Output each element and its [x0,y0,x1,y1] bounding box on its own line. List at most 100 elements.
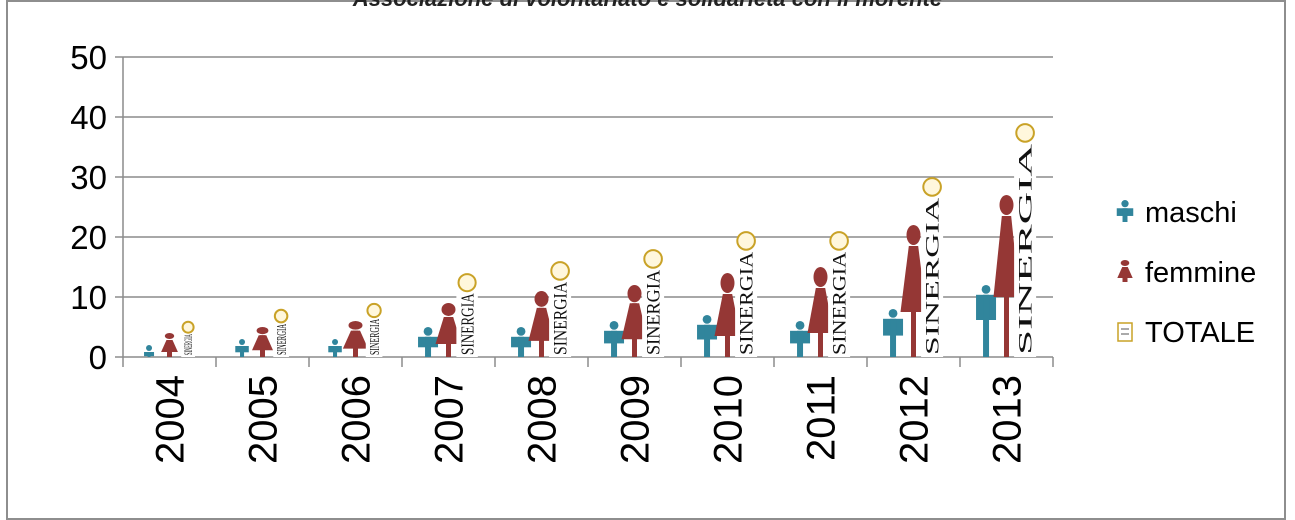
logo-text: SINERGIA [458,293,478,355]
legend: maschi femmine TOTALE [1116,197,1256,349]
y-tick-label: 50 [70,39,107,76]
logo-background [549,273,572,357]
logo-emblem [643,249,663,269]
logo-background [181,328,195,357]
plot-area: SINERGIA SINERGIA SINERGIA SINERGIA SINERGIA… [144,123,1037,357]
logo-text: SINERGIA [1016,143,1037,355]
figure-head [1121,200,1129,208]
bar-femmine-2008 [528,291,555,357]
bar-totale-2005: SINERGIA [273,308,289,357]
bar-femmine-2011 [807,267,834,357]
figure-head [813,267,828,287]
figure-leg [890,318,897,357]
figure-head [516,327,526,336]
figure-leg [818,288,823,357]
logo-emblem [457,273,477,293]
bar-femmine-2007 [435,303,462,357]
figure-head [795,321,805,330]
x-tick-label: 2007 [428,375,472,464]
logo-emblem [181,320,195,334]
bar-maschi-2010 [697,315,718,357]
logo-background [1014,135,1037,357]
figure-head [256,327,269,335]
logo-background [456,284,478,357]
x-tick-label: 2009 [614,375,658,464]
y-tick-label: 40 [70,99,107,136]
logo-background [828,243,851,357]
figure-head [534,291,549,307]
x-tick-label: 2012 [893,375,937,464]
figure-leg [983,294,990,357]
logo-text: SINERGIA [367,318,383,355]
figure-leg [632,303,637,357]
bar-maschi-2012 [883,309,904,357]
legend-swatch [1117,322,1133,342]
bar-femmine-2005 [252,327,273,357]
figure-head [720,273,735,293]
figure-leg [260,335,265,357]
figure-leg [725,294,730,357]
figure-leg [353,330,358,357]
bar-totale-2013: SINERGIA [1014,123,1037,357]
legend-femmine-icon [1117,260,1133,282]
x-tick-label: 2004 [149,375,193,464]
logo-emblem [366,302,382,319]
bar-maschi-2011 [790,321,811,357]
bar-totale-2004: SINERGIA [181,320,195,357]
logo-background [735,243,758,357]
figure-head [239,339,246,345]
figure-head [332,339,339,345]
logo-background [273,317,289,357]
y-tick-label: 20 [70,219,107,256]
bar-femmine-2012 [900,225,927,357]
bar-femmine-2013 [993,195,1020,357]
x-tick-label: 2013 [986,375,1030,464]
logo-text: SINERGIA [737,251,758,355]
gridlines [123,56,1053,298]
figure-head [1120,260,1130,266]
logo-text: SINERGIA [274,324,289,355]
legend-maschi-icon [1116,200,1134,222]
figure-head [164,333,175,339]
bar-femmine-2006 [342,321,369,357]
bar-femmine-2004 [161,333,178,357]
figure-head [423,327,433,336]
figure-leg [240,346,245,357]
figure-leg [147,352,151,357]
bar-femmine-2009 [621,285,648,357]
figure-head [627,285,642,303]
bar-totale-2009: SINERGIA [642,249,665,357]
logo-emblem [1015,123,1035,143]
figure-leg [1122,267,1128,282]
figure-leg [797,330,804,357]
bar-maschi-2005 [235,339,249,357]
x-tick-label: 2006 [335,375,379,464]
bar-maschi-2013 [976,285,997,357]
bar-maschi-2008 [511,327,532,357]
logo-emblem [550,261,570,281]
bar-femmine-2010 [714,273,741,357]
bar-totale-2006: SINERGIA [365,302,383,357]
y-tick-label: 30 [70,159,107,196]
bar-maschi-2004 [144,345,155,357]
x-tick-labels: 2004 2005 2006 2007 2008 2009 2010 2011 2012 2013 [149,375,1030,464]
figure-leg [1004,216,1009,357]
logo-emblem [273,308,289,324]
figure-leg [425,336,432,357]
figure-leg [611,330,618,357]
logo-background [365,312,383,357]
y-tick-label: 0 [89,339,107,376]
bar-totale-2012: SINERGIA [921,177,944,357]
x-tick-label: 2010 [707,375,751,464]
legend-totale-icon [1117,322,1133,342]
logo-background [642,261,665,357]
logo-background [921,189,944,357]
x-tick-label: 2008 [521,375,565,464]
logo-emblem [922,177,942,197]
y-tick-labels: 0 10 20 30 40 50 [70,39,107,376]
figure-leg [333,346,338,357]
x-tick-label: 2011 [800,375,844,461]
logo-text: SINERGIA [182,334,195,355]
chart-title: Associazione di volontariato e solidarie… [0,0,1295,12]
figure-head [999,195,1014,215]
